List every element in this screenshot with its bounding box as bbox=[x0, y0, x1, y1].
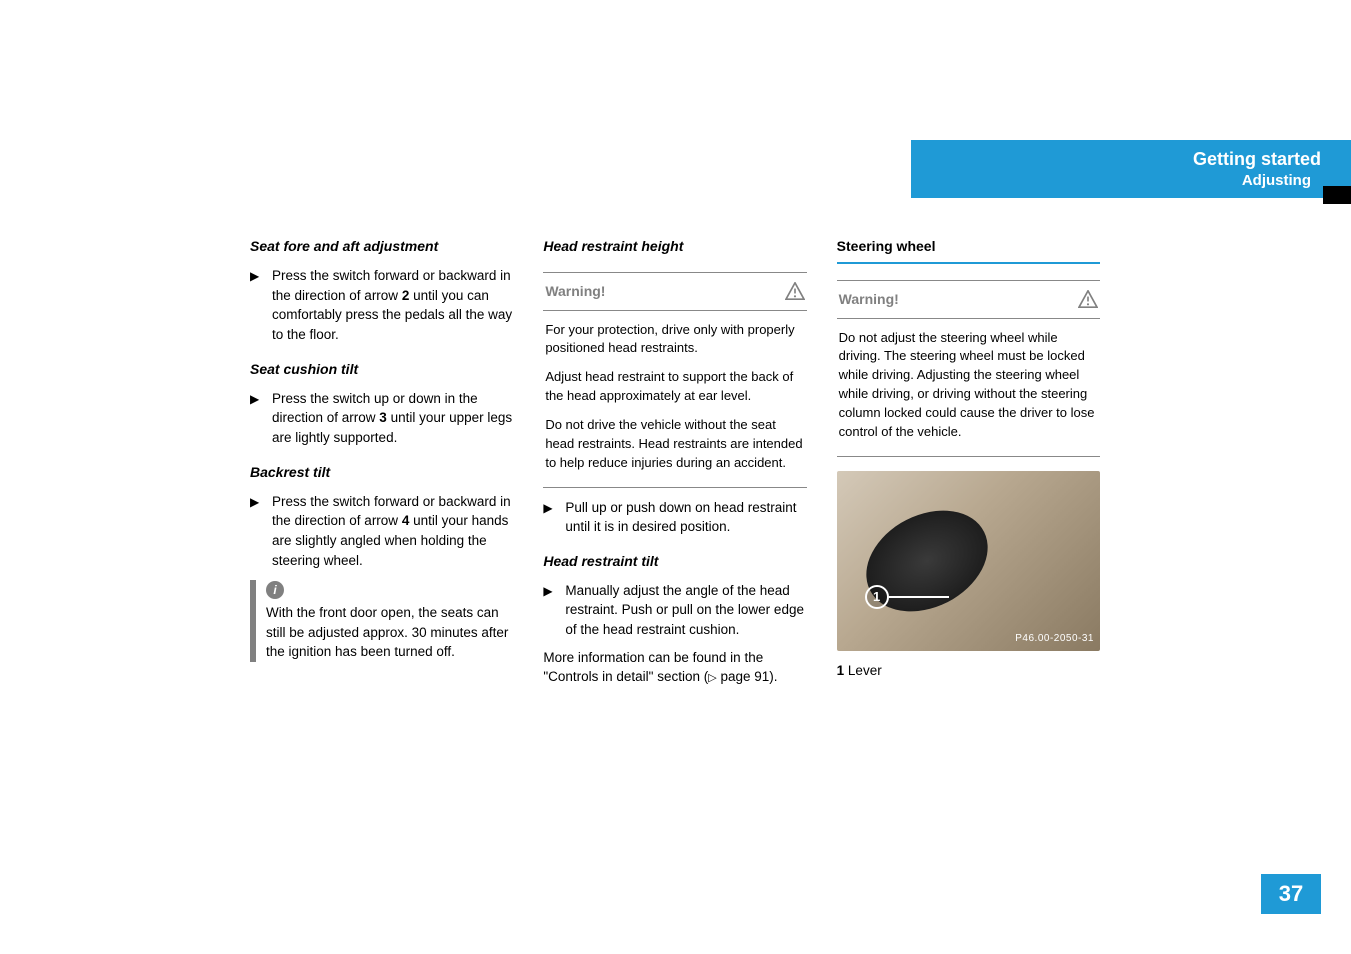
info-icon: i bbox=[266, 581, 284, 599]
heading-steering-wheel: Steering wheel bbox=[837, 236, 1100, 264]
warning-p2: Adjust head restraint to support the bac… bbox=[545, 368, 804, 406]
info-content: i With the front door open, the seats ca… bbox=[266, 580, 513, 662]
column-1: Seat fore and aft adjustment ▶ Press the… bbox=[250, 236, 513, 687]
warning-box-steering: Warning! Do not adjust the steering whee… bbox=[837, 280, 1100, 456]
warning-header: Warning! bbox=[543, 273, 806, 310]
callout-number: 1 bbox=[865, 585, 889, 609]
step-pull-push-restraint: ▶ Pull up or push down on head restraint… bbox=[543, 498, 806, 537]
heading-seat-fore-aft: Seat fore and aft adjustment bbox=[250, 236, 513, 256]
info-note: i With the front door open, the seats ca… bbox=[250, 580, 513, 662]
heading-seat-cushion-tilt: Seat cushion tilt bbox=[250, 359, 513, 379]
thumb-tab bbox=[1323, 186, 1351, 204]
callout-leader-line bbox=[889, 596, 949, 598]
warning-body: Do not adjust the steering wheel while d… bbox=[837, 319, 1100, 456]
chapter-title: Getting started bbox=[1193, 149, 1321, 170]
step-backrest-tilt: ▶ Press the switch forward or backward i… bbox=[250, 492, 513, 570]
warning-p3: Do not drive the vehicle without the sea… bbox=[545, 416, 804, 473]
bullet-arrow-icon: ▶ bbox=[250, 389, 272, 448]
warning-box-head-restraint: Warning! For your protection, drive only… bbox=[543, 272, 806, 487]
figure-id: P46.00-2050-31 bbox=[1015, 632, 1094, 647]
heading-backrest-tilt: Backrest tilt bbox=[250, 462, 513, 482]
content-columns: Seat fore and aft adjustment ▶ Press the… bbox=[250, 236, 1100, 687]
warning-p1: Do not adjust the steering wheel while d… bbox=[839, 329, 1098, 442]
bullet-arrow-icon: ▶ bbox=[543, 498, 565, 537]
step-text: Press the switch up or down in the direc… bbox=[272, 389, 513, 448]
more-info-text: More information can be found in the "Co… bbox=[543, 648, 806, 688]
heading-head-restraint-height: Head restraint height bbox=[543, 236, 806, 256]
caption-text: Lever bbox=[844, 663, 882, 678]
page-number: 37 bbox=[1261, 874, 1321, 914]
warning-label: Warning! bbox=[839, 289, 899, 309]
figure-callout: 1 bbox=[865, 585, 949, 609]
warning-header: Warning! bbox=[837, 281, 1100, 318]
xref-triangle-icon: ▷ bbox=[708, 671, 716, 687]
arrow-ref: 3 bbox=[379, 410, 387, 425]
bullet-arrow-icon: ▶ bbox=[250, 266, 272, 344]
section-title: Adjusting bbox=[1242, 172, 1311, 189]
step-adjust-restraint-angle: ▶ Manually adjust the angle of the head … bbox=[543, 581, 806, 640]
step-text: Press the switch forward or backward in … bbox=[272, 492, 513, 570]
text-part: page 91). bbox=[717, 669, 778, 684]
warning-triangle-icon bbox=[1078, 290, 1098, 308]
step-seat-cushion-tilt: ▶ Press the switch up or down in the dir… bbox=[250, 389, 513, 448]
warning-p1: For your protection, drive only with pro… bbox=[545, 321, 804, 359]
figure-steering-lever: 1 P46.00-2050-31 bbox=[837, 471, 1100, 651]
step-text: Manually adjust the angle of the head re… bbox=[565, 581, 806, 640]
bullet-arrow-icon: ▶ bbox=[250, 492, 272, 570]
heading-head-restraint-tilt: Head restraint tilt bbox=[543, 551, 806, 571]
column-3: Steering wheel Warning! Do not adjust th… bbox=[837, 236, 1100, 687]
info-sidebar bbox=[250, 580, 256, 662]
bullet-arrow-icon: ▶ bbox=[543, 581, 565, 640]
column-2: Head restraint height Warning! For your … bbox=[543, 236, 806, 687]
step-seat-fore-aft: ▶ Press the switch forward or backward i… bbox=[250, 266, 513, 344]
info-text: With the front door open, the seats can … bbox=[266, 603, 513, 662]
chapter-header: Getting started Adjusting bbox=[911, 140, 1351, 198]
warning-triangle-icon bbox=[785, 282, 805, 300]
figure-caption: 1 Lever bbox=[837, 661, 1100, 681]
step-text: Press the switch forward or backward in … bbox=[272, 266, 513, 344]
warning-label: Warning! bbox=[545, 281, 605, 301]
step-text: Pull up or push down on head restraint u… bbox=[565, 498, 806, 537]
warning-body: For your protection, drive only with pro… bbox=[543, 311, 806, 487]
